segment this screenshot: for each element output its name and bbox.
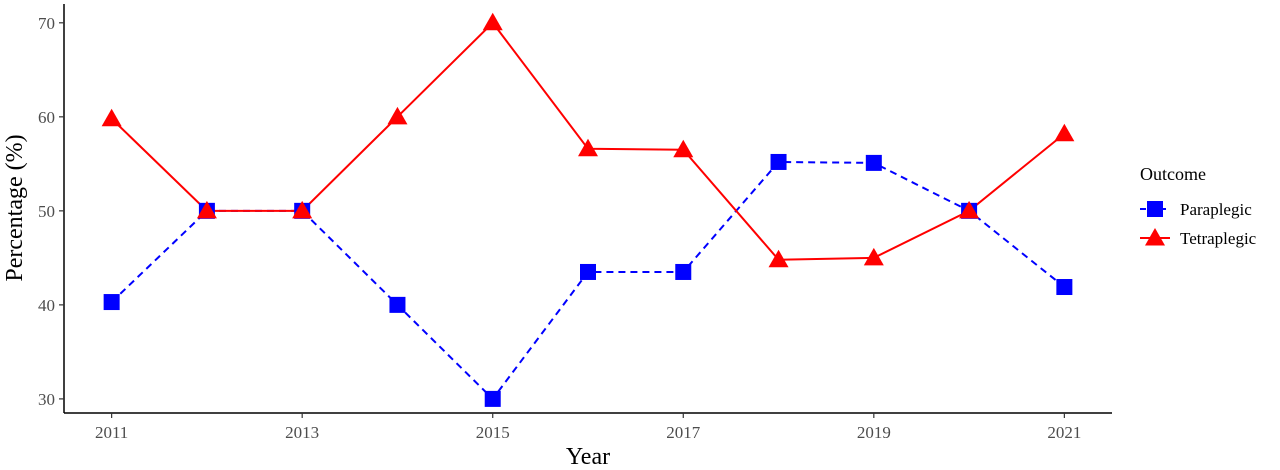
tetraplegic-point — [1054, 123, 1075, 142]
tetraplegic-point — [482, 12, 503, 31]
tetraplegic-point — [387, 106, 408, 125]
legend-tetraplegic-marker — [1145, 228, 1165, 246]
paraplegic-point — [770, 153, 787, 170]
y-axis-title: Percentage (%) — [2, 134, 28, 281]
tetraplegic-point — [101, 108, 122, 127]
y-tick-label: 70 — [38, 14, 55, 33]
x-tick-label: 2019 — [857, 423, 891, 442]
x-tick-label: 2015 — [476, 423, 510, 442]
tetraplegic-point — [863, 247, 884, 266]
paraplegic-point — [103, 294, 120, 311]
paraplegic-point — [675, 263, 692, 280]
plot-area — [101, 12, 1075, 407]
tetraplegic-point — [196, 200, 217, 219]
legend: Outcome Paraplegic Tetraplegic — [1140, 164, 1257, 248]
x-tick-label: 2021 — [1047, 423, 1081, 442]
x-tick-label: 2013 — [285, 423, 319, 442]
y-tick-label: 50 — [38, 202, 55, 221]
tetraplegic-point — [292, 200, 313, 219]
legend-paraplegic-label: Paraplegic — [1180, 200, 1252, 219]
legend-paraplegic-marker — [1147, 201, 1163, 217]
paraplegic-point — [1056, 279, 1073, 296]
x-axis-title: Year — [566, 444, 610, 470]
paraplegic-point — [389, 296, 406, 313]
paraplegic-point — [865, 154, 882, 171]
y-tick-label: 60 — [38, 108, 55, 127]
tetraplegic-point — [959, 200, 980, 219]
y-tick-label: 30 — [38, 390, 55, 409]
paraplegic-point — [580, 263, 596, 280]
y-tick-label: 40 — [38, 296, 55, 315]
tetraplegic-point — [673, 139, 694, 158]
legend-items: Paraplegic Tetraplegic — [1140, 200, 1257, 248]
legend-title: Outcome — [1140, 164, 1206, 184]
legend-tetraplegic-label: Tetraplegic — [1180, 229, 1257, 248]
x-axis-ticks: 2011 2013 2015 2017 2019 2021 — [95, 413, 1081, 442]
paraplegic-series-line — [110, 160, 1065, 401]
x-tick-label: 2017 — [666, 423, 701, 442]
tetraplegic-point — [768, 249, 789, 268]
tetraplegic-point — [578, 138, 598, 157]
y-axis-ticks: 30 40 50 60 70 — [38, 14, 64, 409]
paraplegic-point — [484, 390, 501, 407]
x-tick-label: 2011 — [95, 423, 128, 442]
